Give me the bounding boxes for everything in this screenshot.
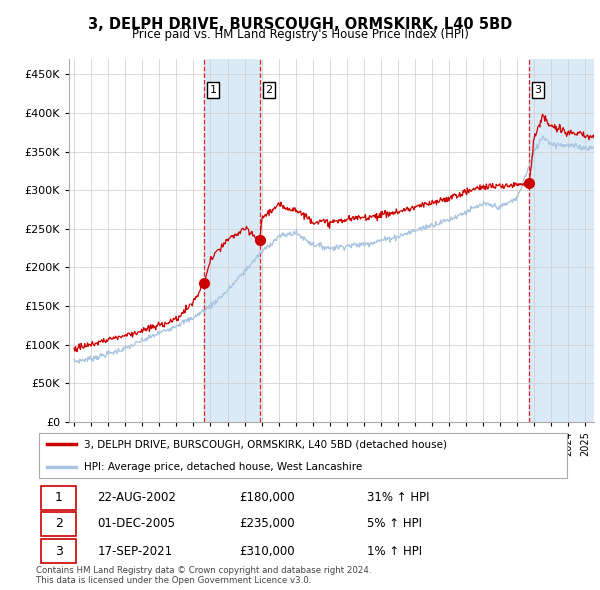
FancyBboxPatch shape [41, 486, 76, 510]
Text: This data is licensed under the Open Government Licence v3.0.: This data is licensed under the Open Gov… [36, 576, 311, 585]
Text: 3, DELPH DRIVE, BURSCOUGH, ORMSKIRK, L40 5BD (detached house): 3, DELPH DRIVE, BURSCOUGH, ORMSKIRK, L40… [84, 439, 447, 449]
Text: 3: 3 [535, 85, 542, 95]
Text: 1: 1 [55, 491, 62, 504]
Text: Contains HM Land Registry data © Crown copyright and database right 2024.: Contains HM Land Registry data © Crown c… [36, 566, 371, 575]
Text: 22-AUG-2002: 22-AUG-2002 [97, 491, 176, 504]
Bar [529, 59, 594, 422]
Text: HPI: Average price, detached house, West Lancashire: HPI: Average price, detached house, West… [84, 463, 362, 473]
Text: 3, DELPH DRIVE, BURSCOUGH, ORMSKIRK, L40 5BD: 3, DELPH DRIVE, BURSCOUGH, ORMSKIRK, L40… [88, 17, 512, 31]
Bar [205, 59, 260, 422]
Text: 1: 1 [209, 85, 217, 95]
Text: 3: 3 [55, 545, 62, 558]
Text: 01-DEC-2005: 01-DEC-2005 [97, 517, 175, 530]
Text: 5% ↑ HPI: 5% ↑ HPI [367, 517, 422, 530]
Text: £310,000: £310,000 [239, 545, 295, 558]
FancyBboxPatch shape [38, 433, 568, 478]
Text: 1% ↑ HPI: 1% ↑ HPI [367, 545, 422, 558]
Text: £180,000: £180,000 [239, 491, 295, 504]
Text: 2: 2 [55, 517, 62, 530]
FancyBboxPatch shape [41, 539, 76, 563]
Text: 2: 2 [265, 85, 272, 95]
Text: 31% ↑ HPI: 31% ↑ HPI [367, 491, 430, 504]
Text: 17-SEP-2021: 17-SEP-2021 [97, 545, 173, 558]
FancyBboxPatch shape [41, 512, 76, 536]
Text: £235,000: £235,000 [239, 517, 295, 530]
Text: Price paid vs. HM Land Registry's House Price Index (HPI): Price paid vs. HM Land Registry's House … [131, 28, 469, 41]
